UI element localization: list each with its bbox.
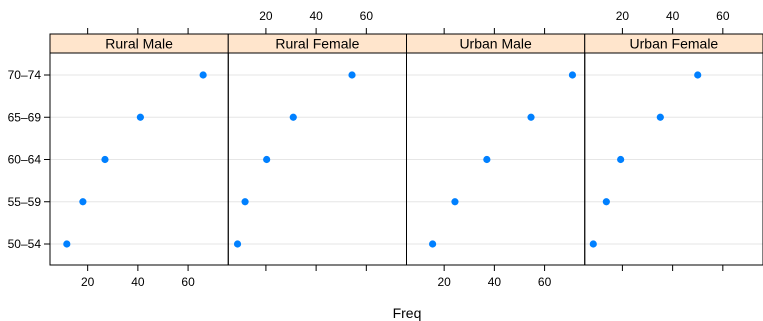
- x-tick-label: 20: [259, 9, 273, 23]
- data-point: [568, 71, 577, 79]
- y-tick-label: 65–69: [8, 110, 42, 124]
- y-tick-label: 70–74: [8, 68, 42, 82]
- x-tick-label: 20: [616, 9, 630, 23]
- data-point: [199, 71, 207, 79]
- x-tick-label: 60: [360, 9, 374, 23]
- panel-strips: Rural Male Rural Female Urban Male Urban Fe…: [49, 33, 763, 54]
- y-tick-label: 50–54: [8, 237, 42, 251]
- strip-label: Rural Female: [275, 36, 359, 52]
- panel-frames: [49, 52, 763, 266]
- data-point: [429, 240, 437, 248]
- x-tick-label: 60: [538, 275, 552, 289]
- axis-ticks: 50–54 55–59 60–64 65–69 70–74 20 40 60 20 40 60 20 4…: [8, 9, 730, 289]
- data-point: [527, 113, 535, 121]
- data-point: [241, 198, 249, 206]
- data-point: [483, 155, 491, 164]
- data-point: [101, 155, 109, 164]
- data-point: [289, 113, 297, 121]
- data-point: [694, 71, 702, 79]
- x-axis-label: Freq: [393, 305, 422, 321]
- x-tick-label: 20: [81, 275, 95, 289]
- data-point: [136, 113, 144, 121]
- strip-label: Rural Male: [105, 36, 173, 52]
- x-tick-label: 60: [716, 9, 730, 23]
- x-tick-label: 20: [437, 275, 451, 289]
- y-tick-label: 60–64: [8, 153, 42, 167]
- data-point: [63, 240, 71, 248]
- data-point: [348, 71, 356, 79]
- x-tick-label: 40: [131, 275, 145, 289]
- strip-label: Urban Male: [459, 36, 532, 52]
- data-point: [263, 155, 271, 164]
- panel-frame: [584, 52, 763, 266]
- x-tick-label: 60: [181, 275, 195, 289]
- x-tick-label: 40: [666, 9, 680, 23]
- y-tick-label: 55–59: [8, 195, 42, 209]
- strip-label: Urban Female: [630, 36, 719, 52]
- data-point: [656, 113, 664, 121]
- data-point: [451, 198, 459, 206]
- data-point: [79, 198, 87, 206]
- data-point: [233, 240, 242, 248]
- x-tick-label: 40: [309, 9, 323, 23]
- data-point: [602, 198, 610, 206]
- data-point: [589, 240, 597, 248]
- data-points: [63, 71, 702, 248]
- x-tick-label: 40: [488, 275, 502, 289]
- data-point: [617, 155, 625, 164]
